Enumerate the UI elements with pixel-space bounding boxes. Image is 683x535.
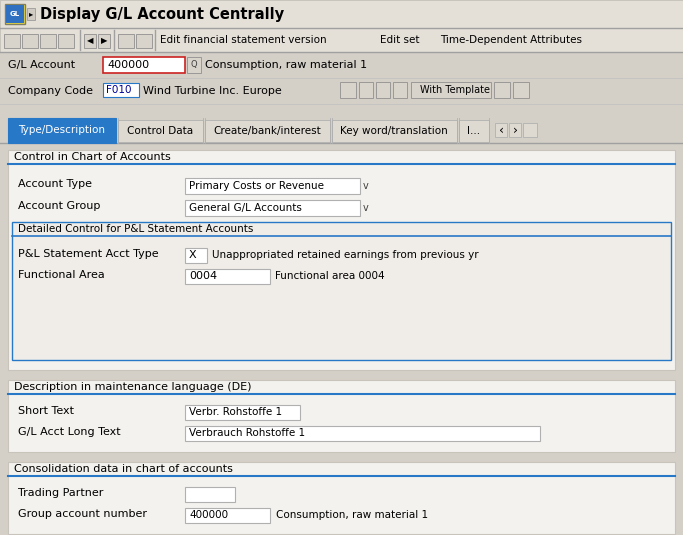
Text: Verbr. Rohstoffe 1: Verbr. Rohstoffe 1 <box>189 407 282 417</box>
Text: Key word/translation: Key word/translation <box>340 126 448 136</box>
Bar <box>12 222 671 360</box>
Bar <box>8 150 675 370</box>
Bar <box>103 83 139 97</box>
Bar <box>8 462 675 534</box>
Bar <box>5 4 25 24</box>
Bar <box>0 78 683 104</box>
Bar <box>84 34 96 48</box>
Bar <box>103 57 185 73</box>
Text: 400000: 400000 <box>107 60 149 70</box>
Text: 0004: 0004 <box>189 271 217 281</box>
Bar <box>22 34 38 48</box>
Text: Functional Area: Functional Area <box>18 270 104 280</box>
Bar <box>376 82 390 98</box>
Bar <box>495 123 507 137</box>
Bar <box>411 82 491 98</box>
Bar <box>0 370 683 380</box>
Bar <box>494 82 510 98</box>
Bar <box>0 118 683 143</box>
Text: Functional area 0004: Functional area 0004 <box>275 271 385 281</box>
Bar <box>509 123 521 137</box>
Text: v: v <box>363 181 369 191</box>
Text: X: X <box>189 250 197 260</box>
Bar <box>185 426 540 441</box>
Text: Account Type: Account Type <box>18 179 92 189</box>
Bar <box>185 178 360 194</box>
Text: General G/L Accounts: General G/L Accounts <box>189 203 302 213</box>
Bar <box>340 82 356 98</box>
Bar <box>332 120 457 142</box>
Bar <box>40 34 56 48</box>
Text: Control in Chart of Accounts: Control in Chart of Accounts <box>14 152 171 162</box>
Text: v: v <box>363 203 369 213</box>
Text: Create/bank/interest: Create/bank/interest <box>213 126 321 136</box>
Bar <box>523 123 537 137</box>
Text: Company Code: Company Code <box>8 86 93 96</box>
Bar <box>8 380 675 452</box>
Text: Short Text: Short Text <box>18 406 74 416</box>
Bar <box>118 120 203 142</box>
Text: Wind Turbine Inc. Europe: Wind Turbine Inc. Europe <box>143 86 282 96</box>
Text: Verbrauch Rohstoffe 1: Verbrauch Rohstoffe 1 <box>189 428 305 438</box>
Text: Detailed Control for P&L Statement Accounts: Detailed Control for P&L Statement Accou… <box>18 224 253 234</box>
Text: P&L Statement Acct Type: P&L Statement Acct Type <box>18 249 158 259</box>
Bar <box>8 118 116 143</box>
Bar <box>6 5 24 23</box>
Text: F010: F010 <box>106 85 132 95</box>
Bar <box>513 82 529 98</box>
Text: Unappropriated retained earnings from previous yr: Unappropriated retained earnings from pr… <box>212 250 479 260</box>
Bar <box>0 0 683 28</box>
Bar <box>58 34 74 48</box>
Bar <box>0 452 683 462</box>
Text: G/L Account: G/L Account <box>8 60 75 70</box>
Bar <box>185 405 300 420</box>
Text: Trading Partner: Trading Partner <box>18 488 103 498</box>
Bar <box>185 200 360 216</box>
Bar <box>0 104 683 118</box>
Text: Consumption, raw material 1: Consumption, raw material 1 <box>276 510 428 520</box>
Bar <box>205 120 330 142</box>
Text: ▸: ▸ <box>29 10 33 19</box>
Text: Edit financial statement version: Edit financial statement version <box>160 35 326 45</box>
Text: GL: GL <box>10 11 20 17</box>
Text: Primary Costs or Revenue: Primary Costs or Revenue <box>189 181 324 191</box>
Text: ‹: ‹ <box>499 124 503 136</box>
Text: 400000: 400000 <box>189 510 228 520</box>
Bar <box>185 487 235 502</box>
Text: Time-Dependent Attributes: Time-Dependent Attributes <box>440 35 582 45</box>
Text: Account Group: Account Group <box>18 201 100 211</box>
Text: Q: Q <box>191 60 197 70</box>
Bar <box>0 52 683 78</box>
Text: G/L Acct Long Text: G/L Acct Long Text <box>18 427 121 437</box>
Bar <box>0 143 683 535</box>
Bar <box>459 120 489 142</box>
Text: I...: I... <box>467 126 481 136</box>
Bar <box>136 34 152 48</box>
Bar <box>185 269 270 284</box>
Text: ◀: ◀ <box>87 36 94 45</box>
Text: ›: › <box>512 124 518 136</box>
Bar <box>98 34 110 48</box>
Text: Description in maintenance language (DE): Description in maintenance language (DE) <box>14 382 251 392</box>
Bar <box>0 28 683 52</box>
Text: Control Data: Control Data <box>127 126 193 136</box>
Text: Type/Description: Type/Description <box>18 125 105 135</box>
Bar <box>185 248 207 263</box>
Text: Consumption, raw material 1: Consumption, raw material 1 <box>205 60 367 70</box>
Text: Group account number: Group account number <box>18 509 147 519</box>
Bar <box>359 82 373 98</box>
Bar <box>187 57 201 73</box>
Bar <box>27 8 35 20</box>
Text: With Template: With Template <box>420 85 490 95</box>
Bar <box>185 508 270 523</box>
Text: Consolidation data in chart of accounts: Consolidation data in chart of accounts <box>14 464 233 474</box>
Text: Display G/L Account Centrally: Display G/L Account Centrally <box>40 6 284 21</box>
Bar <box>4 34 20 48</box>
Bar <box>118 34 134 48</box>
Text: Edit set: Edit set <box>380 35 419 45</box>
Bar <box>393 82 407 98</box>
Text: ▶: ▶ <box>101 36 107 45</box>
